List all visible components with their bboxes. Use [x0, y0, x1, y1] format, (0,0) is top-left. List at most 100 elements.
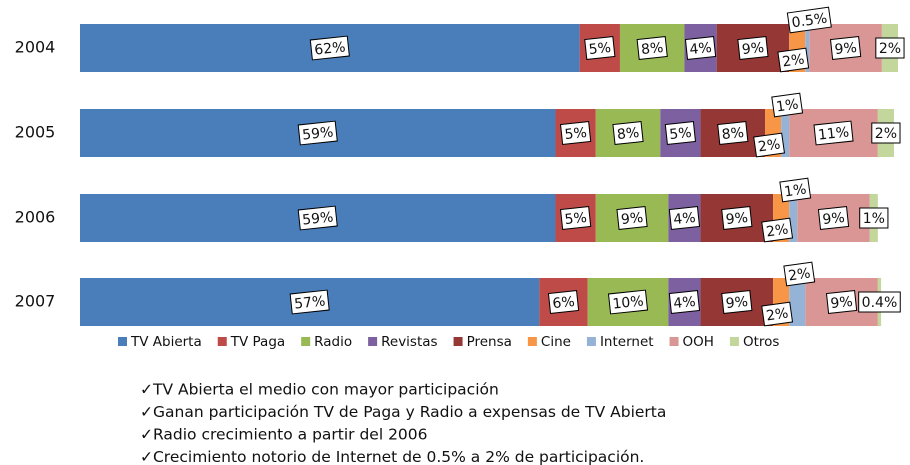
data-label-text: 8% — [721, 125, 745, 143]
data-label: 9% — [721, 290, 753, 314]
data-label-text: 4% — [689, 40, 713, 58]
y-tick-label: 2006 — [15, 208, 56, 227]
data-label-box — [813, 120, 854, 146]
data-label: 11% — [813, 120, 854, 146]
data-label-text: 1% — [783, 182, 807, 201]
data-label: 9% — [829, 36, 862, 60]
data-label-box — [761, 301, 794, 327]
legend-swatch — [527, 337, 537, 346]
data-label-box — [547, 290, 580, 314]
data-label-box — [829, 36, 862, 60]
y-tick-label: 2007 — [15, 292, 56, 311]
data-label-box — [859, 207, 889, 229]
data-label: 8% — [636, 36, 668, 60]
data-label-box — [825, 290, 858, 314]
data-label-box — [777, 47, 810, 73]
data-label-box — [607, 289, 649, 315]
data-label-text: 2% — [765, 306, 789, 325]
data-label-box — [817, 206, 850, 230]
data-label-box — [297, 120, 338, 146]
data-label-box — [871, 122, 901, 144]
data-label-box — [737, 36, 769, 60]
legend-label: TV Abierta — [130, 334, 202, 350]
legend-swatch — [453, 337, 463, 346]
note: ✓Radio crecimiento a partir del 2006 — [140, 426, 428, 444]
data-label-box — [858, 291, 901, 313]
legend-swatch — [586, 337, 596, 346]
data-label-box — [721, 206, 753, 230]
bar-segment — [805, 24, 810, 72]
data-label-text: 9% — [822, 210, 846, 228]
data-label: 62% — [309, 35, 350, 61]
bar-segment — [789, 278, 806, 326]
data-label-box — [668, 206, 701, 230]
bar-segment — [781, 109, 790, 157]
data-label-text: 9% — [741, 40, 765, 58]
data-label-box — [761, 217, 794, 243]
data-label-text: 9% — [725, 294, 749, 312]
note: ✓Ganan participación TV de Paga y Radio … — [140, 403, 666, 421]
y-tick-label: 2005 — [15, 123, 56, 142]
data-label: 4% — [684, 36, 717, 60]
legend-label: Otros — [743, 334, 779, 350]
legend-label: Revistas — [381, 334, 437, 350]
note: ✓Crecimiento notorio de Internet de 0.5%… — [140, 448, 644, 465]
legend-swatch — [368, 337, 378, 346]
data-label-text: 6% — [552, 294, 576, 312]
data-label-text: 11% — [817, 124, 850, 143]
legend-label: Internet — [600, 334, 654, 350]
legend-swatch — [118, 337, 127, 346]
data-label: 5% — [664, 121, 697, 145]
data-label: 0.4% — [858, 291, 901, 313]
data-label-text: 9% — [620, 210, 644, 228]
data-label: 9% — [817, 206, 850, 230]
data-label-text: 57% — [293, 293, 326, 312]
legend-label: Cine — [541, 334, 571, 350]
data-label: 2% — [777, 47, 810, 73]
data-label-text: 10% — [612, 293, 645, 312]
data-label: 2% — [783, 261, 816, 287]
data-label-box — [584, 36, 616, 60]
data-label: 9% — [737, 36, 769, 60]
data-label-box — [309, 35, 350, 61]
data-label-box — [560, 121, 592, 145]
data-label: 2% — [761, 217, 794, 243]
data-label-text: 8% — [640, 40, 664, 58]
data-label-text: 59% — [302, 124, 335, 143]
data-label-box — [612, 121, 644, 145]
legend-label: Radio — [314, 334, 352, 350]
data-label: 9% — [616, 206, 648, 230]
data-label-box — [616, 206, 648, 230]
data-label: 5% — [560, 206, 592, 230]
data-label: 2% — [871, 122, 901, 144]
data-label-text: 5% — [564, 210, 588, 228]
data-label: 2% — [753, 132, 786, 158]
legend-swatch — [217, 337, 227, 346]
data-label-box — [717, 121, 749, 145]
data-label: 4% — [668, 290, 701, 314]
data-label-text: 2% — [787, 266, 811, 285]
data-label: 0.5% — [786, 6, 832, 34]
data-label-text: 2% — [765, 222, 789, 241]
legend-swatch — [301, 337, 311, 346]
data-label: 59% — [297, 120, 338, 146]
data-label-text: 2% — [879, 41, 901, 57]
data-label-text: 9% — [725, 210, 749, 228]
legend-swatch — [669, 337, 679, 346]
note: ✓TV Abierta el medio con mayor participa… — [140, 381, 499, 399]
data-label-text: 1% — [775, 97, 799, 116]
data-label-box — [297, 205, 338, 231]
data-label-text: 2% — [757, 137, 781, 156]
data-label-box — [668, 290, 701, 314]
data-label-box — [289, 289, 330, 315]
data-label-text: 0.5% — [791, 11, 828, 32]
data-label: 2% — [761, 301, 794, 327]
data-label-box — [560, 206, 592, 230]
data-label: 8% — [717, 121, 749, 145]
data-label: 4% — [668, 206, 701, 230]
data-label-text: 2% — [875, 126, 897, 142]
data-label: 1% — [779, 177, 812, 203]
data-label: 5% — [560, 121, 592, 145]
data-label-text: 4% — [673, 294, 697, 312]
